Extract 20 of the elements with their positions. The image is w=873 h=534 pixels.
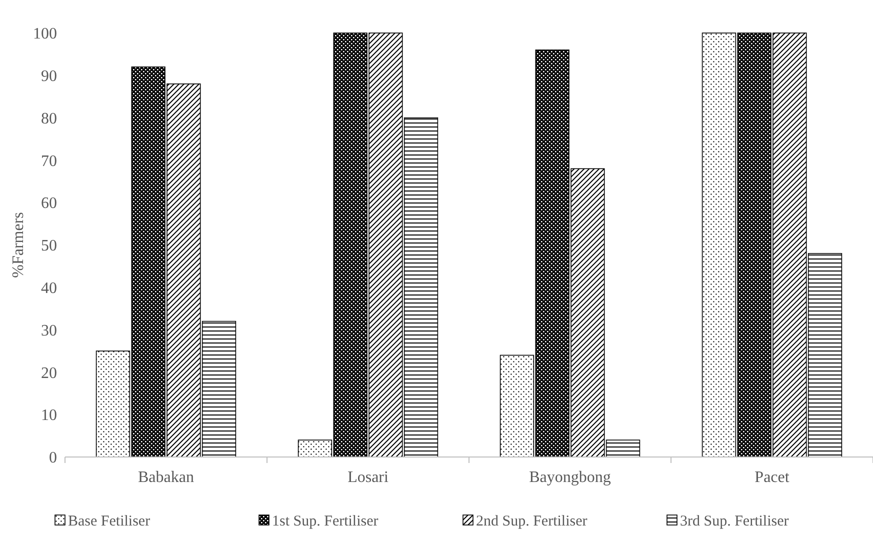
y-tick-label: 90: [41, 68, 57, 85]
legend-label: Base Fetiliser: [68, 513, 150, 530]
y-tick-label: 60: [41, 195, 57, 212]
y-tick-label: 20: [41, 364, 57, 382]
y-tick-label: 100: [33, 26, 57, 43]
x-tick-label: Bayongbong: [529, 469, 611, 486]
y-tick-label: 70: [41, 152, 57, 170]
x-tick-label: Pacet: [754, 469, 790, 486]
y-tick-label: 40: [41, 280, 57, 297]
y-tick-label: 0: [49, 450, 57, 467]
legend-label: 2nd Sup. Fertiliser: [476, 513, 588, 530]
legend-label: 3rd Sup. Fertiliser: [680, 513, 789, 530]
legend-label: 1st Sup. Fertiliser: [272, 513, 378, 530]
y-axis-title: %Farmers: [10, 212, 27, 278]
y-tick-label: 50: [41, 238, 57, 255]
x-tick-label: Losari: [348, 469, 389, 486]
x-tick-label: Babakan: [138, 469, 194, 486]
y-tick-label: 10: [41, 407, 57, 424]
y-tick-label: 80: [41, 110, 57, 128]
y-tick-label: 30: [41, 322, 57, 340]
